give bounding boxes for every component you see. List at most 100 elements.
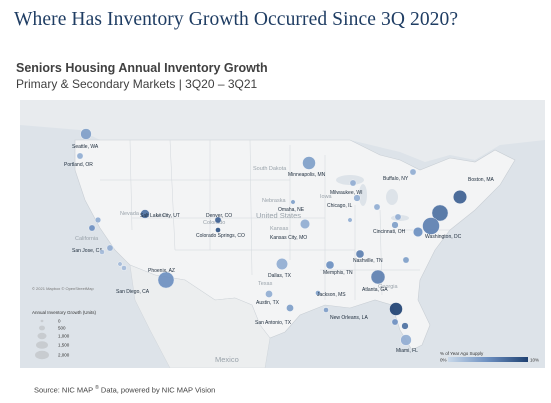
market-label: Omaha, NE <box>278 207 305 213</box>
size-legend-label-0: 0 <box>58 319 61 324</box>
size-legend-2000 <box>35 350 49 360</box>
label-united-states: United States <box>256 211 301 220</box>
market-bubble[interactable] <box>157 271 175 289</box>
canada-land <box>20 100 545 162</box>
market-bubble[interactable] <box>140 209 150 219</box>
market-label: New Orleans, LA <box>330 315 368 321</box>
size-legend: Annual Inventory Growth (Units) 0 500 1,… <box>32 310 97 360</box>
label-california: California <box>75 236 99 242</box>
market-bubble[interactable] <box>389 302 403 316</box>
size-legend-title: Annual Inventory Growth (Units) <box>32 310 97 315</box>
market-bubble[interactable] <box>117 261 123 267</box>
market-bubble[interactable] <box>453 190 467 204</box>
market-label: Milwaukee, WI <box>330 190 363 196</box>
market-markers: Seattle, WA Portland, OR San Jose, CA San D… <box>64 128 495 354</box>
market-bubble[interactable] <box>349 179 357 187</box>
registered-mark: ® <box>95 385 99 391</box>
size-legend-1500 <box>36 341 48 349</box>
market-bubble[interactable] <box>214 216 222 224</box>
color-legend-max: 10% <box>530 358 539 363</box>
market-bubble[interactable] <box>88 224 96 232</box>
size-legend-label-2000: 2,000 <box>58 353 70 358</box>
color-legend-min: 0% <box>440 358 447 363</box>
market-bubble[interactable] <box>99 249 105 255</box>
market-bubble[interactable] <box>286 304 294 312</box>
source-text-tail: Data, powered by NIC MAP Vision <box>98 385 216 395</box>
lake-huron <box>386 189 398 205</box>
market-label: Dallas, TX <box>268 273 292 279</box>
label-nebraska: Nebraska <box>262 198 286 204</box>
market-bubble[interactable] <box>431 204 449 222</box>
market-bubble[interactable] <box>402 256 410 264</box>
market-bubble[interactable] <box>353 194 361 202</box>
market-label: Phoenix, AZ <box>148 268 175 274</box>
market-bubble[interactable] <box>391 221 399 229</box>
market-bubble[interactable] <box>323 307 329 313</box>
chart-subtitle: Seniors Housing Annual Inventory Growth <box>16 61 268 75</box>
market-bubble[interactable] <box>265 290 273 298</box>
market-label: Chicago, IL <box>327 203 353 209</box>
label-colorado: Colorado <box>203 220 225 226</box>
market-bubble[interactable] <box>300 219 310 229</box>
map-attribution: © 2021 Mapbox © OpenStreetMap <box>32 286 94 291</box>
size-legend-label-1000: 1,000 <box>58 334 70 339</box>
chart-subtitle-secondary: Primary & Secondary Markets | 3Q20 – 3Q2… <box>16 77 258 91</box>
market-bubble[interactable] <box>80 128 92 140</box>
market-bubble[interactable] <box>347 217 353 223</box>
market-bubble[interactable] <box>401 322 409 330</box>
market-label: San Jose, CA <box>72 248 103 254</box>
lake-michigan <box>359 184 367 206</box>
market-bubble[interactable] <box>370 269 386 285</box>
color-legend-bar <box>448 357 528 362</box>
size-legend-0 <box>40 319 44 323</box>
market-bubble[interactable] <box>422 217 440 235</box>
label-kansas: Kansas <box>270 226 289 232</box>
market-bubble[interactable] <box>121 265 127 271</box>
market-bubble[interactable] <box>400 334 412 346</box>
market-label: Kansas City, MO <box>270 235 307 241</box>
market-bubble[interactable] <box>76 152 84 160</box>
market-bubble[interactable] <box>373 203 381 211</box>
market-label: Atlanta, GA <box>362 287 388 293</box>
market-label: Portland, OR <box>64 162 93 168</box>
market-label: Austin, TX <box>256 300 280 306</box>
market-label: Colorado Springs, CO <box>196 233 245 239</box>
size-legend-label-1500: 1,500 <box>58 343 70 348</box>
market-label: Seattle, WA <box>72 144 99 150</box>
label-georgia: Georgia <box>378 284 399 290</box>
market-label: San Diego, CA <box>116 289 150 295</box>
market-label: Salt Lake City, UT <box>140 213 180 219</box>
color-legend: % of Year Ago Supply 0% 10% <box>440 351 539 363</box>
market-label: Nashville, TN <box>353 258 383 264</box>
label-utah: Utah <box>156 213 168 219</box>
market-bubble[interactable] <box>394 213 402 221</box>
inventory-growth-map[interactable]: South Dakota Nebraska Kansas Texas Calif… <box>20 100 545 368</box>
market-bubble[interactable] <box>302 156 316 170</box>
market-bubble[interactable] <box>325 260 335 270</box>
market-bubble[interactable] <box>94 216 102 224</box>
label-iowa: Iowa <box>320 194 333 200</box>
market-bubble[interactable] <box>413 227 423 237</box>
market-label: Boston, MA <box>468 177 495 183</box>
market-bubble[interactable] <box>106 244 114 252</box>
label-nevada: Nevada <box>120 211 140 217</box>
source-text: Source: NIC MAP <box>34 385 94 395</box>
source-note: Source: NIC MAP ® Data, powered by NIC M… <box>34 385 215 395</box>
market-bubble[interactable] <box>391 318 399 326</box>
market-bubble[interactable] <box>215 227 221 233</box>
map-canvas: South Dakota Nebraska Kansas Texas Calif… <box>20 100 545 368</box>
market-label: Washington, DC <box>425 234 462 240</box>
color-legend-title: % of Year Ago Supply <box>440 351 484 356</box>
page-title: Where Has Inventory Growth Occurred Sinc… <box>14 9 459 30</box>
market-bubble[interactable] <box>409 168 417 176</box>
market-label: Miami, FL <box>396 348 418 354</box>
market-bubble[interactable] <box>290 199 296 205</box>
size-legend-1000 <box>37 332 47 340</box>
label-south-dakota: South Dakota <box>253 166 287 172</box>
market-bubble[interactable] <box>355 249 365 259</box>
market-label: Memphis, TN <box>323 270 353 276</box>
size-legend-label-500: 500 <box>58 326 66 331</box>
lake-superior <box>336 175 364 185</box>
market-bubble[interactable] <box>315 290 321 296</box>
market-bubble[interactable] <box>276 258 288 270</box>
